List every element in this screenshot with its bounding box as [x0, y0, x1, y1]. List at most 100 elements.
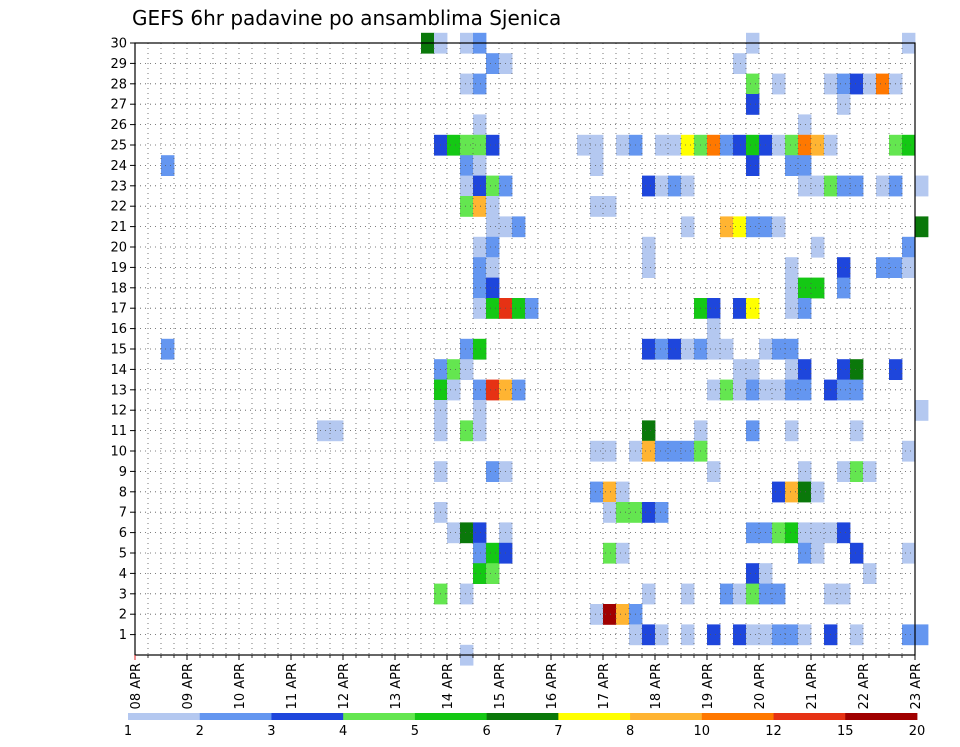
x-tick-label: 12 APR: [337, 663, 352, 709]
heatmap-cell: [486, 134, 500, 156]
heatmap-cell: [486, 53, 500, 74]
heatmap-cell: [785, 134, 799, 156]
heatmap-cell: [655, 440, 669, 462]
x-tick-label: 14 APR: [441, 663, 456, 709]
heatmap-cell: [772, 624, 786, 646]
x-tick-label: 21 APR: [805, 663, 820, 709]
y-tick-label: 15: [110, 343, 127, 358]
heatmap-cell: [473, 379, 487, 401]
heatmap-cell: [486, 563, 500, 584]
heatmap-cell: [850, 624, 864, 646]
heatmap-cell: [863, 461, 877, 482]
heatmap-cell: [798, 134, 812, 156]
heatmap-cell: [473, 338, 487, 360]
x-tick-label: 16 APR: [545, 663, 560, 709]
legend-label: 6: [482, 724, 490, 739]
heatmap-cell: [460, 359, 474, 380]
heatmap-cell: [707, 379, 721, 401]
heatmap-cell: [590, 440, 604, 462]
heatmap-cell: [707, 318, 721, 340]
heatmap-cell: [733, 53, 747, 74]
legend-label: 1: [124, 724, 132, 739]
heatmap-cell: [681, 338, 695, 360]
heatmap-cell: [733, 583, 747, 605]
heatmap-cell: [681, 624, 695, 646]
y-tick-label: 27: [110, 98, 127, 113]
heatmap-cell: [746, 583, 760, 605]
heatmap-cell: [603, 440, 617, 462]
legend-label: 12: [765, 724, 782, 739]
heatmap-cell: [902, 236, 916, 258]
heatmap-cell: [785, 379, 799, 401]
heatmap-cell: [785, 481, 799, 503]
heatmap-cell: [902, 440, 916, 462]
heatmap-cell: [850, 73, 864, 95]
heatmap-cell: [746, 94, 760, 115]
heatmap-cell: [798, 379, 812, 401]
chart-title: GEFS 6hr padavine po ansamblima Sjenica: [132, 6, 562, 30]
heatmap-cell: [720, 338, 734, 360]
heatmap-cell: [746, 624, 760, 646]
heatmap-cell: [811, 236, 825, 258]
heatmap-cell: [785, 277, 799, 299]
heatmap-cell: [876, 73, 890, 95]
heatmap-cell: [772, 216, 786, 238]
heatmap-cell: [512, 298, 526, 319]
heatmap-cell: [837, 359, 851, 380]
heatmap-cell: [785, 155, 799, 176]
heatmap-cell: [486, 236, 500, 258]
heatmap-cell: [798, 542, 812, 564]
heatmap-cell: [772, 338, 786, 360]
heatmap-cell: [655, 624, 669, 646]
y-tick-label: 29: [110, 57, 127, 72]
heatmap-cell: [733, 298, 747, 319]
heatmap-cell: [733, 624, 747, 646]
heatmap-cell: [473, 236, 487, 258]
heatmap-cell: [447, 522, 461, 544]
heatmap-cell: [733, 134, 747, 156]
heatmap-cell: [473, 542, 487, 564]
legend-swatch: [486, 713, 559, 720]
heatmap-cell: [512, 216, 526, 238]
heatmap-cell: [837, 257, 851, 278]
heatmap-cell: [681, 216, 695, 238]
x-tick-label: 08 APR: [129, 663, 144, 709]
legend-swatch: [128, 713, 201, 720]
heatmap-cell: [785, 420, 799, 442]
heatmap-cell: [772, 379, 786, 401]
heatmap-cell: [642, 175, 656, 197]
legend-swatch: [773, 713, 846, 720]
heatmap-cell: [161, 155, 175, 176]
heatmap-cell: [720, 379, 734, 401]
heatmap-cell: [785, 624, 799, 646]
heatmap-cell: [460, 175, 474, 197]
heatmap-cell: [642, 440, 656, 462]
heatmap-cell: [668, 134, 682, 156]
legend-label: 3: [267, 724, 275, 739]
x-tick-label: 19 APR: [701, 663, 716, 709]
heatmap-cell: [642, 502, 656, 523]
heatmap-cell: [811, 481, 825, 503]
x-tick-label: 10 APR: [233, 663, 248, 709]
heatmap-cell: [668, 338, 682, 360]
heatmap-cell: [590, 134, 604, 156]
heatmap-cell: [486, 216, 500, 238]
y-tick-label: 8: [119, 485, 127, 500]
heatmap-cell: [681, 440, 695, 462]
heatmap-cell: [837, 175, 851, 197]
heatmap-cell: [850, 175, 864, 197]
heatmap-cell: [655, 175, 669, 197]
legend-label: 8: [626, 724, 634, 739]
heatmap-cell: [876, 257, 890, 278]
heatmap-cell: [616, 134, 630, 156]
heatmap-cell: [772, 522, 786, 544]
heatmap-cell: [473, 73, 487, 95]
heatmap-cell: [707, 461, 721, 482]
heatmap-cell: [460, 155, 474, 176]
heatmap-cell: [603, 481, 617, 503]
heatmap-cell: [655, 338, 669, 360]
heatmap-cell: [486, 175, 500, 197]
legend-swatch: [558, 713, 631, 720]
